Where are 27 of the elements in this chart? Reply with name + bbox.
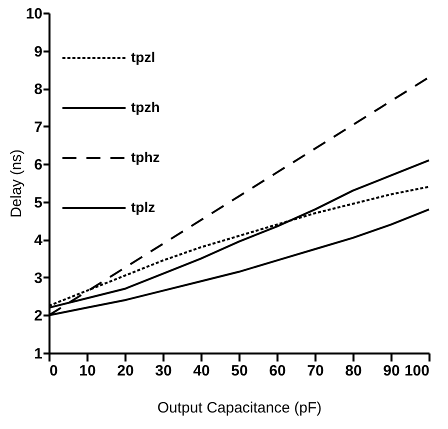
y-tick-label: 1: [34, 346, 42, 362]
y-tick-label: 8: [34, 81, 42, 98]
x-tick-label: 20: [117, 362, 134, 380]
y-tick-label: 3: [34, 270, 42, 287]
y-tick-label: 2: [34, 308, 42, 325]
legend-label: tpzl: [131, 49, 156, 65]
x-tick-label: 10: [79, 362, 96, 380]
x-tick-label: 40: [193, 362, 210, 380]
x-tick-label: 0: [50, 362, 58, 380]
x-tick-label: 90: [383, 362, 400, 380]
legend-label: tpzh: [131, 99, 160, 115]
y-tick-label: 5: [34, 194, 42, 212]
y-tick-label: 6: [34, 156, 42, 174]
x-axis-title: Output Capacitance (pF): [157, 400, 322, 416]
x-tick-label: 30: [155, 362, 172, 380]
x-tick-label: 80: [345, 362, 362, 380]
y-tick-label: 9: [34, 43, 42, 60]
x-tick-label: 70: [307, 362, 324, 380]
x-tick-label: 100: [404, 362, 430, 380]
x-tick-label: 60: [269, 362, 286, 380]
y-tick-label: 4: [34, 232, 44, 250]
legend-label: tplz: [131, 199, 156, 215]
y-tick-label: 7: [34, 118, 42, 136]
y-tick-label: 10: [26, 6, 42, 22]
y-axis-title: Delay (ns): [8, 149, 25, 218]
legend-label: tphz: [131, 149, 160, 165]
x-tick-label: 50: [231, 362, 248, 380]
